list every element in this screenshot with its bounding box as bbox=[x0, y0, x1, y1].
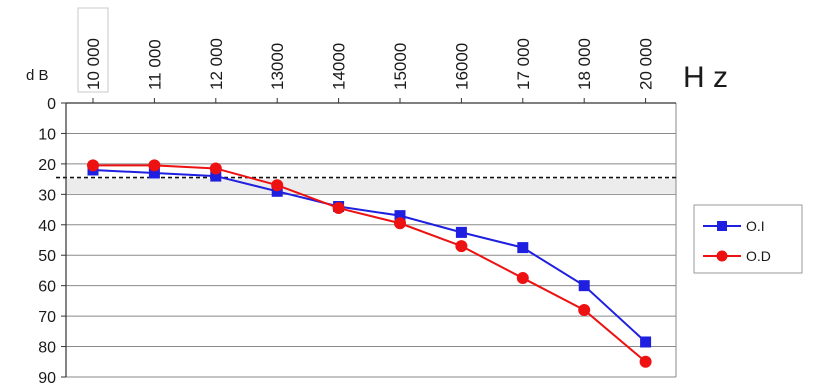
y-tick-label-9: 90 bbox=[38, 370, 56, 385]
x-tick-label-7: 17 000 bbox=[514, 38, 533, 90]
legend-marker-0 bbox=[717, 221, 727, 231]
y-axis-unit: d B bbox=[26, 67, 49, 84]
series-1-point-3 bbox=[271, 179, 284, 192]
series-0-point-3 bbox=[271, 185, 283, 197]
series-1-point-6 bbox=[455, 240, 468, 253]
series-1-point-4 bbox=[332, 202, 345, 215]
x-tick-label-2: 12 000 bbox=[207, 38, 226, 90]
series-1-point-1 bbox=[148, 159, 161, 172]
x-label-box bbox=[77, 7, 109, 93]
series-0-point-7 bbox=[517, 242, 529, 254]
y-tick-label-3: 30 bbox=[38, 187, 56, 204]
reference-band bbox=[66, 179, 676, 193]
y-axis: 0 10 20 30 40 50 60 70 80 90 bbox=[38, 96, 67, 385]
series-0-point-8 bbox=[578, 280, 590, 292]
x-tick-label-0: 10 000 bbox=[84, 38, 103, 90]
x-axis-unit: H z bbox=[683, 61, 728, 94]
series-1-point-8 bbox=[578, 304, 591, 317]
series-1-point-7 bbox=[516, 272, 529, 285]
x-tick-label-8: 18 000 bbox=[575, 38, 594, 90]
series-0-point-5 bbox=[394, 210, 406, 222]
y-tick-label-6: 60 bbox=[38, 279, 56, 296]
x-tick-label-1: 11 000 bbox=[145, 39, 164, 90]
legend-marker-1 bbox=[716, 250, 728, 262]
grid-lines bbox=[66, 103, 677, 378]
series-line-0 bbox=[92, 168, 647, 343]
series-0-point-2 bbox=[210, 170, 222, 182]
series-line-1 bbox=[93, 164, 647, 363]
legend-label-1: O.D bbox=[746, 248, 771, 264]
y-tick-label-4: 40 bbox=[38, 218, 56, 235]
series-1-point-0 bbox=[87, 159, 99, 172]
x-axis: 10 000 11 000 12 000 13000 14000 15000 16000 17… bbox=[66, 38, 676, 104]
y-tick-label-7: 70 bbox=[38, 309, 56, 326]
legend-label-0: O.I bbox=[746, 218, 765, 234]
x-tick-label-4: 14000 bbox=[330, 43, 349, 90]
y-tick-label-8: 80 bbox=[38, 340, 56, 357]
legend-box bbox=[693, 204, 803, 274]
x-tick-label-6: 16000 bbox=[452, 43, 471, 90]
x-tick-label-5: 15000 bbox=[391, 43, 410, 90]
series-1-point-2 bbox=[209, 162, 222, 175]
y-tick-label-1: 10 bbox=[38, 126, 56, 143]
x-tick-label-3: 13000 bbox=[268, 43, 287, 90]
series-group bbox=[87, 159, 652, 368]
y-tick-label-5: 50 bbox=[38, 248, 56, 265]
series-0-point-6 bbox=[455, 226, 467, 238]
y-tick-label-0: 0 bbox=[47, 96, 56, 113]
series-1-point-5 bbox=[394, 217, 406, 230]
y-tick-label-2: 20 bbox=[38, 157, 56, 174]
series-1-point-9 bbox=[639, 355, 652, 368]
series-0-point-9 bbox=[640, 336, 652, 348]
x-tick-label-9: 20 000 bbox=[637, 38, 656, 90]
series-0-point-1 bbox=[148, 167, 160, 179]
legend: O.I O.D bbox=[693, 204, 803, 274]
